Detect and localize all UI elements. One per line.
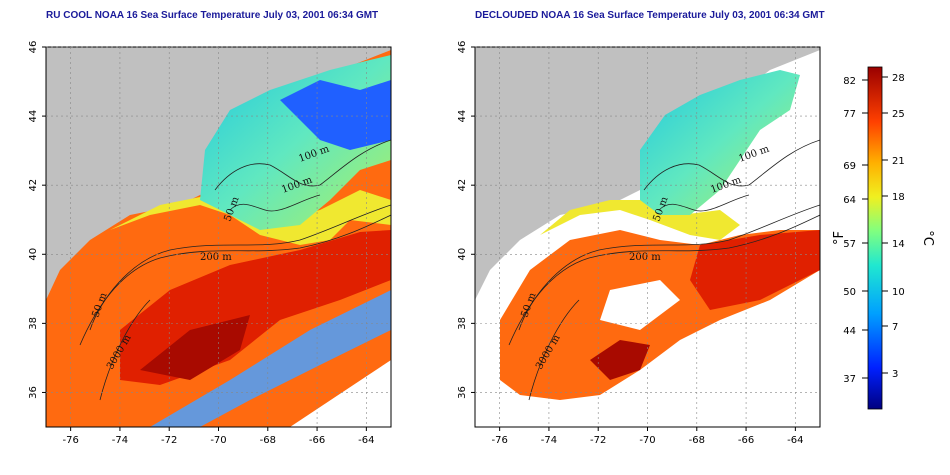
y-tick-label: 44: [28, 110, 39, 123]
celsius-tick-label: 28: [892, 73, 905, 84]
fahrenheit-tick-label: 37: [843, 374, 856, 385]
colorbar-ramp: [867, 66, 883, 410]
celsius-unit-label: °C: [920, 230, 935, 246]
y-tick-label: 46: [28, 41, 39, 54]
x-tick-label: -72: [161, 435, 177, 446]
y-tick-label: 40: [28, 248, 39, 261]
x-tick-label: -68: [689, 435, 705, 446]
lat-lon-grid: [46, 46, 820, 427]
cloud-mask: [290, 360, 391, 427]
panel-title-right: DECLOUDED NOAA 16 Sea Surface Temperatur…: [475, 10, 825, 21]
x-tick-label: -64: [787, 435, 803, 446]
axis-ticks: -76 -74 -72 -70 -68 -66 -64 46 44 42 40 38 36 -76 -74 -…: [28, 41, 804, 446]
celsius-tick-label: 18: [892, 192, 905, 203]
fahrenheit-tick-label: 77: [843, 109, 856, 120]
panel-title-left: RU COOL NOAA 16 Sea Surface Temperature …: [46, 10, 379, 21]
fahrenheit-tick-label: 69: [843, 161, 856, 172]
x-tick-label: -68: [260, 435, 276, 446]
x-tick-label: -70: [210, 435, 226, 446]
y-tick-label: 42: [457, 179, 468, 192]
y-tick-label: 42: [28, 179, 39, 192]
y-tick-label: 44: [457, 110, 468, 123]
fahrenheit-tick-label: 44: [843, 326, 856, 337]
x-tick-label: -76: [62, 435, 78, 446]
contour-label: 200 m: [200, 252, 232, 263]
contour-label: 200 m: [629, 252, 661, 263]
fahrenheit-tick-label: 64: [843, 195, 856, 206]
x-tick-label: -66: [738, 435, 754, 446]
x-tick-label: -74: [541, 435, 557, 446]
cloud-patch: [600, 280, 680, 330]
x-tick-label: -76: [491, 435, 507, 446]
x-tick-label: -74: [112, 435, 128, 446]
fahrenheit-tick-label: 57: [843, 239, 856, 250]
fahrenheit-unit-label: °F: [832, 231, 847, 245]
warm-core: [140, 315, 250, 380]
bathymetry-contours: [508, 139, 820, 401]
x-tick-label: -64: [358, 435, 374, 446]
celsius-tick-label: 10: [892, 287, 905, 298]
celsius-tick-label: 14: [892, 239, 905, 250]
gulf-stream: [690, 230, 820, 310]
y-tick-label: 36: [457, 386, 468, 399]
cloud-artifact: [150, 290, 391, 427]
fahrenheit-tick-label: 50: [843, 287, 856, 298]
y-tick-label: 46: [457, 41, 468, 54]
x-tick-label: -66: [309, 435, 325, 446]
bathymetry-contours: [79, 139, 391, 401]
y-tick-label: 38: [28, 317, 39, 330]
celsius-tick-label: 3: [892, 369, 898, 380]
celsius-tick-label: 21: [892, 156, 905, 167]
fahrenheit-tick-label: 82: [843, 76, 856, 87]
y-tick-label: 40: [457, 248, 468, 261]
celsius-tick-label: 25: [892, 109, 905, 120]
colorbar: 82 77 69 64 57 50 44 37 28 25 21 18 14 10 7 3 °F °C: [832, 66, 935, 410]
x-tick-label: -72: [590, 435, 606, 446]
y-tick-label: 38: [457, 317, 468, 330]
colorbar-ticks: 82 77 69 64 57 50 44 37 28 25 21 18 14 10 7 3: [843, 73, 904, 385]
celsius-tick-label: 7: [892, 322, 898, 333]
y-tick-label: 36: [28, 386, 39, 399]
x-tick-label: -70: [639, 435, 655, 446]
shelf-water: [540, 200, 740, 240]
cold-water: [280, 80, 391, 150]
warm-core: [590, 340, 650, 380]
gulf-of-maine: [640, 70, 800, 215]
